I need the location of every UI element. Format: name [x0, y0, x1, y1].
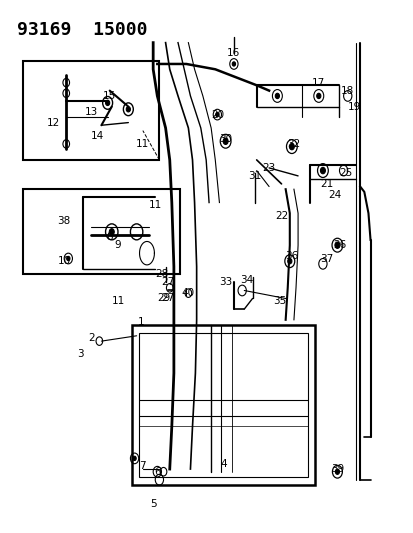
Text: 3: 3	[77, 350, 84, 359]
Text: 18: 18	[340, 86, 354, 95]
Circle shape	[133, 456, 136, 461]
Text: 33: 33	[218, 278, 232, 287]
Text: 32: 32	[287, 139, 300, 149]
Text: 29: 29	[157, 294, 170, 303]
Text: 38: 38	[57, 216, 71, 226]
Circle shape	[109, 229, 114, 235]
Circle shape	[105, 100, 109, 106]
Text: 11: 11	[136, 139, 149, 149]
Text: 8: 8	[106, 232, 113, 242]
Text: 34: 34	[239, 275, 252, 285]
Text: 12: 12	[47, 118, 60, 127]
Bar	[132, 325, 314, 485]
Text: 20: 20	[210, 110, 223, 119]
Text: 24: 24	[328, 190, 341, 199]
Text: 25: 25	[338, 168, 351, 178]
Text: 1: 1	[137, 318, 144, 327]
Text: 27: 27	[161, 294, 174, 303]
Text: 31: 31	[247, 171, 261, 181]
Circle shape	[232, 62, 235, 66]
Text: 10: 10	[57, 256, 71, 266]
Text: 23: 23	[262, 163, 275, 173]
Text: 2: 2	[88, 334, 94, 343]
Circle shape	[215, 112, 218, 117]
Text: 19: 19	[347, 102, 360, 111]
Text: 35: 35	[272, 296, 285, 306]
Bar	[138, 333, 308, 477]
Text: 15: 15	[103, 91, 116, 101]
Text: 93169  15000: 93169 15000	[17, 21, 147, 39]
Text: 17: 17	[311, 78, 325, 87]
Circle shape	[289, 143, 294, 150]
Circle shape	[275, 93, 279, 99]
Text: 5: 5	[150, 499, 156, 508]
Text: 9: 9	[114, 240, 121, 250]
Circle shape	[316, 93, 320, 99]
Text: 16: 16	[227, 49, 240, 58]
Text: 37: 37	[320, 254, 333, 263]
Circle shape	[126, 107, 130, 112]
Circle shape	[320, 167, 325, 174]
Text: 28: 28	[154, 270, 168, 279]
Bar	[23, 61, 159, 160]
Circle shape	[287, 259, 291, 264]
Text: 22: 22	[274, 211, 287, 221]
Text: 14: 14	[90, 131, 104, 141]
Text: 4: 4	[220, 459, 226, 469]
Text: 6: 6	[154, 467, 160, 477]
Circle shape	[223, 138, 228, 144]
Text: 39: 39	[330, 464, 343, 474]
Text: 30: 30	[218, 134, 232, 143]
Text: 13: 13	[84, 107, 97, 117]
Text: 36: 36	[285, 251, 298, 261]
Text: 21: 21	[320, 179, 333, 189]
Circle shape	[66, 256, 70, 261]
Bar	[23, 189, 180, 274]
Circle shape	[334, 242, 339, 248]
Text: 40: 40	[181, 288, 195, 298]
Text: 11: 11	[148, 200, 161, 210]
Text: 11: 11	[111, 296, 124, 306]
Circle shape	[335, 469, 339, 474]
Text: 7: 7	[139, 462, 146, 471]
Text: 27: 27	[161, 278, 174, 287]
Text: 26: 26	[332, 240, 345, 250]
